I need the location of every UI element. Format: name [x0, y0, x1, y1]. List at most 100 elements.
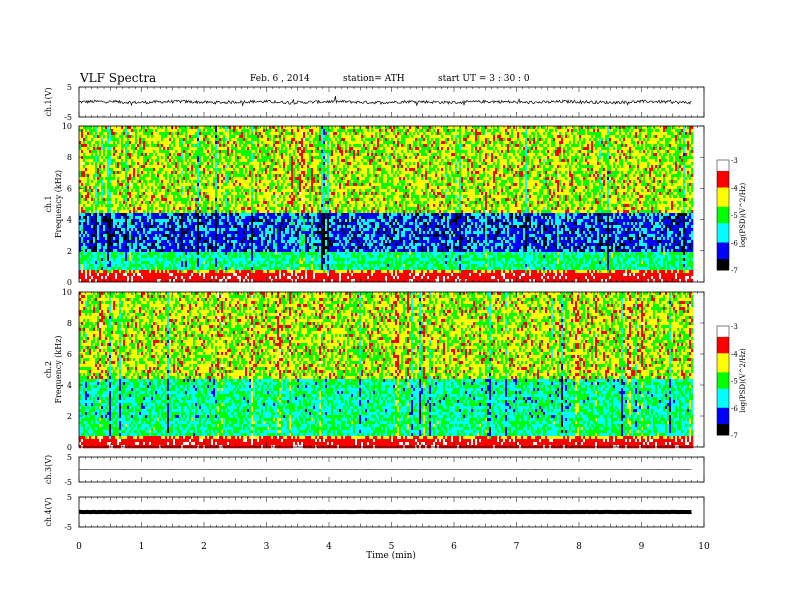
- spectrogram-cell: [615, 129, 617, 132]
- spectrogram-cell: [259, 132, 261, 135]
- spectrogram-cell: [343, 126, 345, 129]
- spectrogram-cell: [229, 129, 231, 132]
- spectrogram-cell: [549, 132, 551, 135]
- spectrogram-cell: [263, 135, 265, 138]
- spectrogram-cell: [473, 126, 475, 129]
- spectrogram-cell: [367, 129, 369, 132]
- spectrogram-cell: [233, 132, 235, 135]
- spectrogram-cell: [417, 129, 419, 132]
- spectrogram-cell: [621, 132, 623, 135]
- spectrogram-cell: [213, 135, 215, 138]
- spectrogram-cell: [163, 126, 165, 129]
- spectrogram-cell: [601, 126, 603, 129]
- spectrogram-cell: [303, 129, 305, 132]
- spectrogram-cell: [87, 135, 89, 138]
- spectrogram-cell: [315, 129, 317, 132]
- spectrogram-cell: [615, 126, 617, 129]
- spectrogram-cell: [193, 135, 195, 138]
- spectrogram-cell: [297, 135, 299, 138]
- spectrogram-cell: [175, 129, 177, 132]
- spectrogram-cell: [135, 132, 137, 135]
- spectrogram-cell: [241, 129, 243, 132]
- spectrogram-cell: [165, 126, 167, 129]
- spectrogram-cell: [155, 132, 157, 135]
- spectrogram-cell: [207, 126, 209, 129]
- spectrogram-cell: [207, 135, 209, 138]
- spectrogram-cell: [495, 129, 497, 132]
- spectrogram-cell: [543, 132, 545, 135]
- spectrogram-cell: [569, 126, 571, 129]
- spectrogram-cell: [227, 129, 229, 132]
- spectrogram-cell: [345, 129, 347, 132]
- spectrogram-cell: [183, 129, 185, 132]
- spectrogram-cell: [555, 129, 557, 132]
- spectrogram-cell: [119, 132, 121, 135]
- spectrogram-cell: [599, 132, 601, 135]
- spectrogram-cell: [497, 126, 499, 129]
- spectrogram-cell: [527, 132, 529, 135]
- spectrogram-cell: [245, 132, 247, 135]
- spectrogram-cell: [405, 126, 407, 129]
- spectrogram-cell: [625, 132, 627, 135]
- spectrogram-cell: [305, 132, 307, 135]
- spectrogram-cell: [617, 129, 619, 132]
- spectrogram-cell: [91, 129, 93, 132]
- spectrogram-cell: [125, 129, 127, 132]
- spectrogram-cell: [239, 132, 241, 135]
- spectrogram-cell: [301, 132, 303, 135]
- spectrogram-cell: [573, 132, 575, 135]
- spectrogram-cell: [265, 132, 267, 135]
- spectrogram-cell: [613, 132, 615, 135]
- spectrogram-cell: [123, 129, 125, 132]
- spectrogram-cell: [625, 129, 627, 132]
- spectrogram-cell: [537, 129, 539, 132]
- spectrogram-cell: [439, 126, 441, 129]
- spectrogram-cell: [639, 132, 641, 135]
- spectrogram-cell: [425, 126, 427, 129]
- spectrogram-cell: [647, 126, 649, 129]
- spectrogram-cell: [633, 132, 635, 135]
- spectrogram-cell: [237, 129, 239, 132]
- spectrogram-cell: [475, 126, 477, 129]
- spectrogram-cell: [539, 132, 541, 135]
- spectrogram-cell: [317, 129, 319, 132]
- spectrogram-cell: [131, 126, 133, 129]
- spectrogram-cell: [175, 126, 177, 129]
- spectrogram-cell: [545, 129, 547, 132]
- spectrogram-cell: [639, 126, 641, 129]
- spectrogram-cell: [573, 126, 575, 129]
- spectrogram-cell: [579, 132, 581, 135]
- spectrogram-cell: [93, 129, 95, 132]
- spectrogram-cell: [395, 132, 397, 135]
- spectrogram-cell: [575, 129, 577, 132]
- spectrogram-cell: [313, 126, 315, 129]
- spectrogram-cell: [595, 129, 597, 132]
- spectrogram-cell: [231, 132, 233, 135]
- spectrogram-cell: [399, 132, 401, 135]
- spectrogram-cell: [481, 129, 483, 132]
- spectrogram-cell: [369, 132, 371, 135]
- spectrogram-cell: [129, 132, 131, 135]
- spectrogram-cell: [203, 135, 205, 138]
- spectrogram-cell: [197, 129, 199, 132]
- spectrogram-cell: [147, 126, 149, 129]
- spectrogram-cell: [187, 129, 189, 132]
- spectrogram-cell: [377, 129, 379, 132]
- spectrogram-cell: [373, 126, 375, 129]
- spectrogram-cell: [665, 126, 667, 129]
- spectrogram-cell: [125, 132, 127, 135]
- spectrogram-cell: [345, 126, 347, 129]
- spectrogram-cell: [149, 132, 151, 135]
- spectrogram-cell: [401, 132, 403, 135]
- spectrogram-cell: [361, 129, 363, 132]
- spectrogram-cell: [235, 132, 237, 135]
- spectrogram-cell: [221, 129, 223, 132]
- spectrogram-cell: [443, 132, 445, 135]
- spectrogram-cell: [435, 129, 437, 132]
- spectrogram-cell: [505, 129, 507, 132]
- spectrogram-cell: [183, 132, 185, 135]
- spectrogram-cell: [133, 135, 135, 138]
- spectrogram-cell: [587, 126, 589, 129]
- spectrogram-cell: [111, 135, 113, 138]
- spectrogram-cell: [83, 135, 85, 138]
